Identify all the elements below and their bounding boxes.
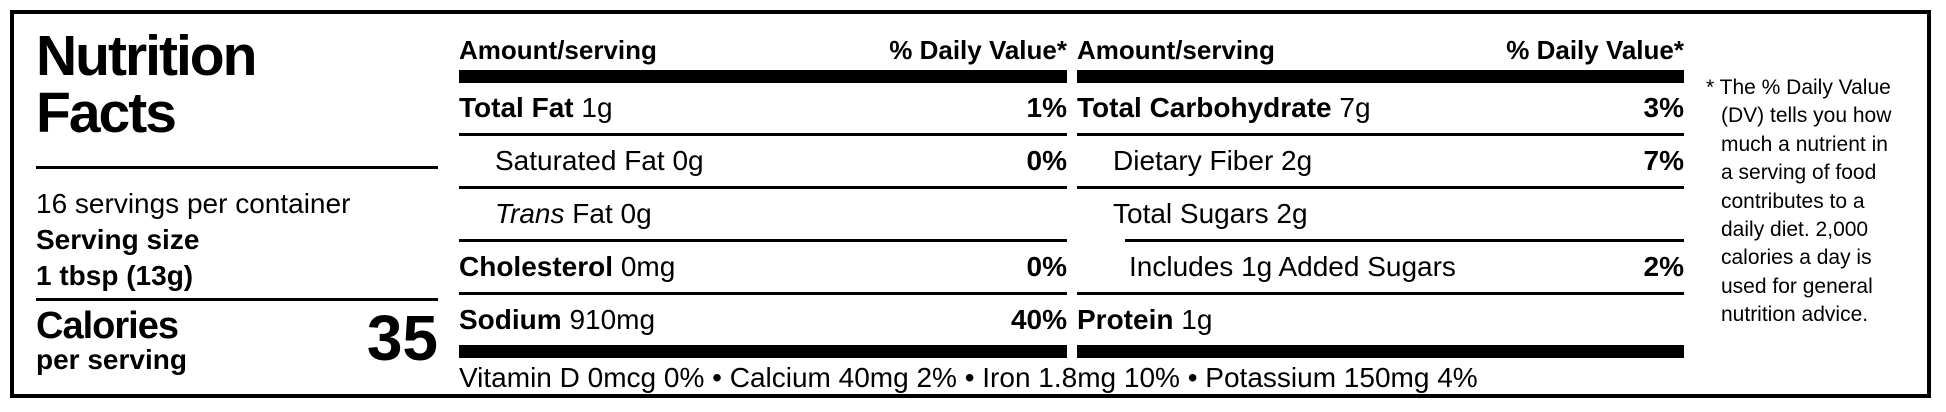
row-label: Cholesterol 0mg xyxy=(459,251,676,282)
thick-bar xyxy=(1077,345,1684,358)
row-added-sugars: Includes 1g Added Sugars 2% xyxy=(1077,242,1684,292)
row-label: Total Sugars 2g xyxy=(1113,198,1308,229)
label-title: Nutrition Facts xyxy=(36,24,257,145)
row-label: Total Carbohydrate 7g xyxy=(1077,92,1371,123)
micronutrients-line: Vitamin D 0mcg 0% • Calcium 40mg 2% • Ir… xyxy=(459,362,1478,393)
row-dv: 3% xyxy=(1643,92,1684,123)
row-label: Trans Fat 0g xyxy=(495,198,652,229)
divider-rule xyxy=(36,298,438,301)
servings-per-container: 16 servings per container xyxy=(36,188,351,219)
row-label: Sodium 910mg xyxy=(459,304,656,335)
label-title-line2: Facts xyxy=(36,81,177,145)
daily-value-header: % Daily Value* xyxy=(889,35,1067,65)
row-label: Protein 1g xyxy=(1077,304,1213,335)
thick-bar xyxy=(1077,70,1684,83)
divider-rule xyxy=(459,186,1067,189)
row-dietary-fiber: Dietary Fiber 2g 7% xyxy=(1077,136,1684,186)
row-trans-fat: Trans Fat 0g xyxy=(459,189,1067,239)
row-total-fat: Total Fat 1g 1% xyxy=(459,83,1067,133)
daily-value-header: % Daily Value* xyxy=(1506,35,1684,65)
row-total-sugars: Total Sugars 2g xyxy=(1077,189,1684,239)
divider-rule-indented xyxy=(1125,239,1684,242)
row-dv: 2% xyxy=(1643,251,1684,282)
row-label: Total Fat 1g xyxy=(459,92,613,123)
divider-rule xyxy=(1077,292,1684,295)
nutrient-column-1: Amount/serving % Daily Value* Total Fat … xyxy=(459,28,1067,358)
divider-rule xyxy=(459,133,1067,136)
calories-label: Calories xyxy=(36,305,179,347)
thick-bar xyxy=(459,345,1067,358)
nutrient-column-2: Amount/serving % Daily Value* Total Carb… xyxy=(1077,28,1684,358)
daily-value-footnote: * The % Daily Value (DV) tells you how m… xyxy=(1706,76,1892,327)
row-dv: 40% xyxy=(1010,304,1067,335)
row-sodium: Sodium 910mg 40% xyxy=(459,295,1067,345)
row-label: Dietary Fiber 2g xyxy=(1113,145,1313,176)
row-protein: Protein 1g xyxy=(1077,295,1684,345)
row-dv: 0% xyxy=(1026,145,1067,176)
row-cholesterol: Cholesterol 0mg 0% xyxy=(459,242,1067,292)
divider-rule xyxy=(459,292,1067,295)
row-saturated-fat: Saturated Fat 0g 0% xyxy=(459,136,1067,186)
amount-per-serving-header: Amount/serving xyxy=(459,35,657,65)
label-title-line1: Nutrition xyxy=(36,24,257,88)
serving-size-value: 1 tbsp (13g) xyxy=(36,260,194,291)
calories-sublabel: per serving xyxy=(36,344,187,375)
divider-rule xyxy=(1077,186,1684,189)
calories-value: 35 xyxy=(366,302,438,374)
row-dv: 0% xyxy=(1026,251,1067,282)
divider-rule xyxy=(1077,133,1684,136)
row-total-carbohydrate: Total Carbohydrate 7g 3% xyxy=(1077,83,1684,133)
divider-rule xyxy=(36,166,438,169)
row-dv: 1% xyxy=(1026,92,1067,123)
row-dv: 7% xyxy=(1643,145,1684,176)
left-panel: Nutrition Facts 16 servings per containe… xyxy=(36,14,446,394)
column2-header: Amount/serving % Daily Value* xyxy=(1077,28,1684,70)
row-label: Saturated Fat 0g xyxy=(495,145,704,176)
serving-size-label: Serving size xyxy=(36,224,200,255)
divider-rule xyxy=(459,239,1067,242)
nutrition-facts-label: Nutrition Facts 16 servings per containe… xyxy=(10,10,1931,398)
row-label: Includes 1g Added Sugars xyxy=(1129,251,1456,282)
column1-header: Amount/serving % Daily Value* xyxy=(459,28,1067,70)
thick-bar xyxy=(459,70,1067,83)
amount-per-serving-header: Amount/serving xyxy=(1077,35,1275,65)
